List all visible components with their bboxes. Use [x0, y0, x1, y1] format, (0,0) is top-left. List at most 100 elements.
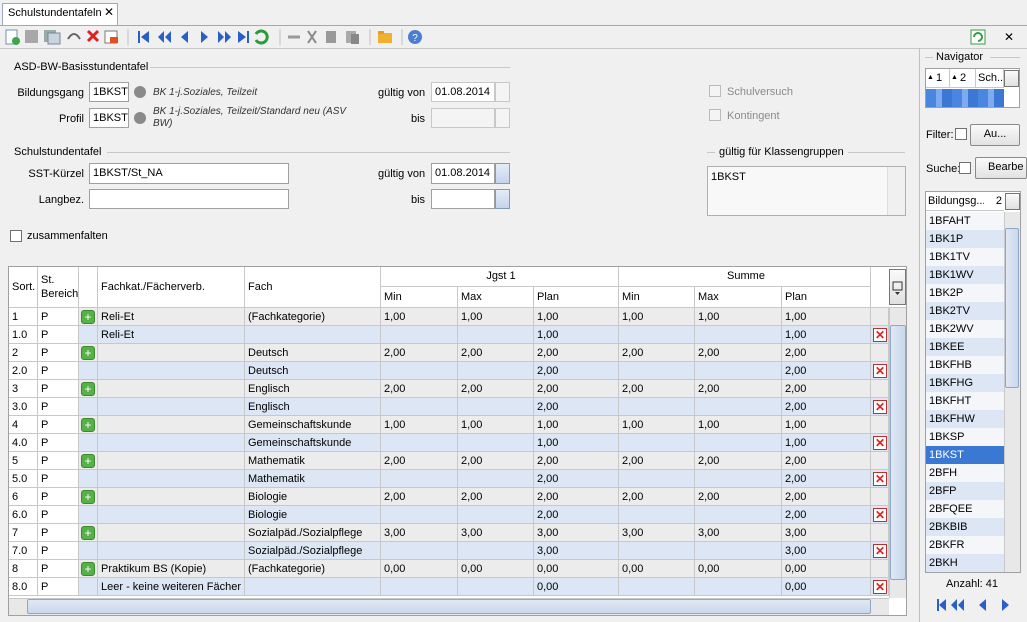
navigator-item[interactable]: 1BK2WV: [926, 320, 1004, 338]
table-cell: 2,00: [619, 452, 695, 470]
add-button[interactable]: +: [81, 418, 95, 432]
column-header: Plan: [534, 287, 619, 308]
date-dropdown[interactable]: [495, 163, 510, 184]
scroll-thumb[interactable]: [890, 325, 906, 580]
navigator-item[interactable]: 1BKEE: [926, 338, 1004, 356]
delete-button[interactable]: ✕: [873, 472, 887, 486]
navigator-item[interactable]: 2BKH: [926, 554, 1004, 572]
navigator-item[interactable]: 1BKFHB: [926, 356, 1004, 374]
navigator-item[interactable]: 1BK1P: [926, 230, 1004, 248]
table-cell: 2,00: [458, 452, 534, 470]
table-cell: [619, 578, 695, 596]
column-chooser[interactable]: [889, 269, 906, 305]
field-label: gültig von: [378, 168, 426, 180]
table-cell: 1,00: [619, 308, 695, 326]
add-button[interactable]: +: [81, 310, 95, 324]
column-header[interactable]: 1 ▲: [926, 69, 950, 88]
column-header: St. Bereich: [38, 267, 79, 308]
navigator-grid: 1 ▲ 2 ▲ Sch...: [925, 68, 1020, 108]
suche-button[interactable]: Bearbe: [975, 157, 1027, 179]
navigator-item[interactable]: 1BKFHW: [926, 410, 1004, 428]
table-cell: 1,00: [534, 308, 619, 326]
delete-button[interactable]: ✕: [873, 328, 887, 342]
table-cell: 8: [9, 560, 38, 578]
checkbox[interactable]: [10, 230, 22, 242]
selected-row[interactable]: [926, 89, 1004, 107]
table-cell: 2,00: [782, 470, 871, 488]
langbez-input[interactable]: [89, 189, 289, 209]
delete-button[interactable]: ✕: [873, 364, 887, 378]
delete-button[interactable]: ✕: [873, 580, 887, 594]
column-header[interactable]: 2 ▲: [950, 69, 976, 88]
close-button[interactable]: ✕: [1004, 30, 1015, 44]
scroll-thumb[interactable]: [1005, 228, 1019, 388]
new-button[interactable]: [5, 29, 20, 45]
export-button[interactable]: [104, 30, 118, 44]
navigator-item[interactable]: 1BK1WV: [926, 266, 1004, 284]
help-button[interactable]: [408, 30, 422, 44]
sync-button[interactable]: [970, 29, 986, 45]
column-header[interactable]: Sch...: [976, 69, 1004, 88]
column-chooser[interactable]: [1004, 70, 1019, 87]
delete-button[interactable]: ✕: [873, 544, 887, 558]
navigator-item[interactable]: 1BK2P: [926, 284, 1004, 302]
add-button[interactable]: +: [81, 382, 95, 396]
navigator-item[interactable]: 2BKBIB: [926, 518, 1004, 536]
table-cell: [871, 524, 889, 542]
table-cell: [695, 542, 782, 560]
add-button[interactable]: +: [81, 346, 95, 360]
nav-buttons[interactable]: [138, 31, 249, 43]
filter-button[interactable]: Au...: [970, 124, 1020, 146]
navigator-item[interactable]: 1BFAHT: [926, 212, 1004, 230]
table-cell: [98, 380, 245, 398]
add-button[interactable]: +: [81, 526, 95, 540]
add-button[interactable]: +: [81, 454, 95, 468]
navigator-item[interactable]: 2BFQEE: [926, 500, 1004, 518]
kuerzel-input[interactable]: 1BKST/St_NA: [89, 163, 289, 184]
navigator-item[interactable]: 2BKFR: [926, 536, 1004, 554]
scrollbar[interactable]: [887, 167, 905, 215]
date-dropdown[interactable]: [495, 189, 510, 209]
table-cell: 1,00: [381, 308, 458, 326]
profil-input[interactable]: 1BKST/: [89, 108, 129, 128]
navigator-item[interactable]: 2BFP: [926, 482, 1004, 500]
scroll-thumb[interactable]: [27, 599, 871, 614]
date-input[interactable]: [431, 189, 495, 209]
navigator-item[interactable]: 1BKSP: [926, 428, 1004, 446]
table-cell: 2,00: [381, 344, 458, 362]
delete-button[interactable]: ✕: [873, 508, 887, 522]
copy-button[interactable]: [44, 30, 61, 45]
table-cell: [98, 470, 245, 488]
date-input[interactable]: 01.08.2014: [431, 163, 495, 184]
save-button[interactable]: [25, 30, 38, 43]
navigator-item[interactable]: 1BKST: [926, 446, 1004, 464]
undo-button[interactable]: [67, 33, 81, 40]
delete-button[interactable]: [86, 29, 100, 43]
column-chooser[interactable]: [1005, 193, 1020, 210]
date-dropdown: [495, 108, 510, 128]
navigator-item[interactable]: 1BK2TV: [926, 302, 1004, 320]
navigator-item[interactable]: 1BKFHT: [926, 392, 1004, 410]
navigator-paging[interactable]: [935, 598, 1015, 612]
checkbox[interactable]: [959, 162, 971, 174]
klassengruppe[interactable]: 1BKST: [711, 171, 746, 183]
bildungsgang-input[interactable]: 1BKST: [89, 82, 129, 102]
checkbox[interactable]: [955, 128, 967, 140]
refresh-button[interactable]: [254, 29, 269, 45]
table-cell: 2,00: [782, 344, 871, 362]
table-cell: [79, 542, 98, 560]
table-cell: 3: [9, 380, 38, 398]
navigator-item[interactable]: 1BK1TV: [926, 248, 1004, 266]
navigator-item[interactable]: 1BKFHG: [926, 374, 1004, 392]
table-cell: 0,00: [782, 578, 871, 596]
add-button[interactable]: +: [81, 490, 95, 504]
delete-button[interactable]: ✕: [873, 400, 887, 414]
column-header: [79, 267, 98, 308]
navigator-item[interactable]: 2BFH: [926, 464, 1004, 482]
table-cell: 2,00: [534, 470, 619, 488]
table-cell: 2,00: [534, 344, 619, 362]
add-button[interactable]: +: [81, 562, 95, 576]
tab-close[interactable]: ✕: [104, 5, 115, 19]
delete-button[interactable]: ✕: [873, 436, 887, 450]
tab[interactable]: Schulstundentafeln ✕: [2, 3, 118, 25]
